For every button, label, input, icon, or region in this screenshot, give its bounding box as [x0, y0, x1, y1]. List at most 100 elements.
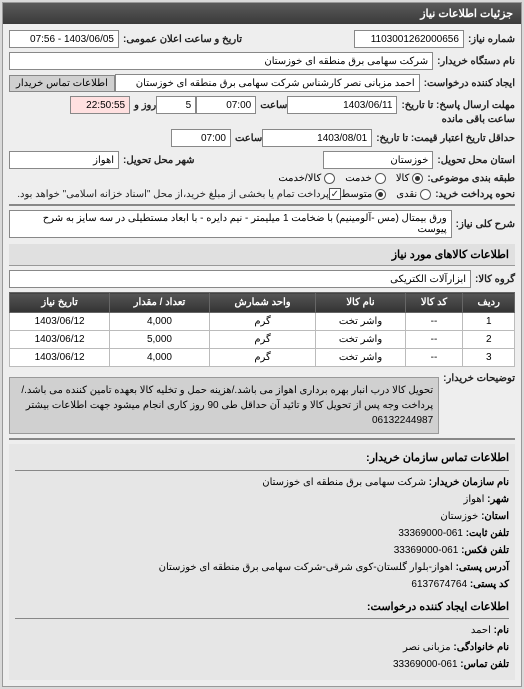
- radio-mid[interactable]: متوسط: [341, 189, 386, 200]
- deadline-time-label: ساعت: [260, 100, 287, 111]
- deadline-label: مهلت ارسال پاسخ: تا تاریخ:: [401, 100, 515, 111]
- table-header-cell: نام کالا: [316, 293, 405, 313]
- radio-mid-label: متوسط: [341, 189, 372, 200]
- tel-value: 061-33369000: [393, 659, 458, 670]
- need-title-label: شرح کلی نیاز:: [456, 219, 515, 230]
- radio-service-label: خدمت: [345, 173, 372, 184]
- radio-goods-label: کالا: [396, 173, 410, 184]
- table-cell: 4,000: [110, 313, 210, 331]
- radio-cash[interactable]: نقدی: [396, 189, 431, 200]
- zip-value: 6137674764: [411, 579, 467, 590]
- radio-dot-icon: [375, 189, 386, 200]
- receipt-radio-group: نقدی متوسط: [341, 189, 431, 200]
- name-value: احمد: [471, 625, 491, 636]
- phone-label: تلفن ثابت:: [466, 528, 509, 539]
- package-label: طبقه بندی موضوعی:: [427, 173, 515, 184]
- radio-dot-icon: [412, 173, 423, 184]
- contact-section: اطلاعات تماس سازمان خریدار: نام سازمان خ…: [9, 444, 515, 680]
- table-cell: واشر تخت: [316, 331, 405, 349]
- family-label: نام خانوادگی:: [453, 642, 509, 653]
- table-header-cell: تعداد / مقدار: [110, 293, 210, 313]
- receipt-label: نحوه پرداخت خرید:: [435, 189, 515, 200]
- table-cell: گرم: [209, 313, 316, 331]
- need-title-field: ورق بیمتال (مس -آلومینیم) با ضخامت 1 میل…: [9, 210, 452, 238]
- goods-table: ردیفکد کالانام کالاواحد شمارشتعداد / مقد…: [9, 292, 515, 367]
- validity-time-label: ساعت: [235, 133, 262, 144]
- goods-section-title: اطلاعات کالاهای مورد نیاز: [9, 244, 515, 266]
- package-radio-group: کالا خدمت کالا/خدمت: [278, 173, 423, 184]
- validity-label: حداقل تاریخ اعتبار قیمت: تا تاریخ:: [376, 133, 515, 144]
- table-header-cell: ردیف: [463, 293, 515, 313]
- contact-section-title: اطلاعات تماس سازمان خریدار:: [15, 450, 509, 471]
- c-province-label: استان:: [481, 511, 509, 522]
- table-cell: 3: [463, 349, 515, 367]
- deadline-time-field: 07:00: [196, 96, 256, 114]
- table-cell: واشر تخت: [316, 349, 405, 367]
- table-cell: 1403/06/12: [10, 349, 110, 367]
- buyer-field: شرکت سهامی برق منطقه ای خوزستان: [9, 52, 433, 70]
- province-field: خوزستان: [323, 151, 433, 169]
- table-header-row: ردیفکد کالانام کالاواحد شمارشتعداد / مقد…: [10, 293, 515, 313]
- table-row[interactable]: 1--واشر تختگرم4,0001403/06/12: [10, 313, 515, 331]
- zip-label: کد پستی:: [470, 579, 509, 590]
- city-label: شهر محل تحویل:: [123, 155, 195, 166]
- family-value: مزبانی نصر: [403, 642, 451, 653]
- group-label: گروه کالا:: [475, 274, 515, 285]
- fax-label: تلفن فکس:: [461, 545, 509, 556]
- group-field: ابزارآلات الکتریکی: [9, 270, 471, 288]
- table-cell: گرم: [209, 349, 316, 367]
- fax-value: 061-33369000: [394, 545, 459, 556]
- radio-dot-icon: [420, 189, 431, 200]
- table-cell: 1403/06/12: [10, 313, 110, 331]
- table-row[interactable]: 2--واشر تختگرم5,0001403/06/12: [10, 331, 515, 349]
- buyer-label: نام دستگاه خریدار:: [437, 56, 515, 67]
- remaining-field: 22:50:55: [70, 96, 130, 114]
- phone-value: 061-33369000: [398, 528, 463, 539]
- panel-body: شماره نیاز: 1103001262000656 تاریخ و ساع…: [3, 24, 521, 686]
- table-row[interactable]: 3--واشر تختگرم4,0001403/06/12: [10, 349, 515, 367]
- table-cell: واشر تخت: [316, 313, 405, 331]
- announce-field: 1403/06/05 - 07:56: [9, 30, 119, 48]
- validity-date-field: 1403/08/01: [262, 129, 372, 147]
- table-cell: --: [405, 313, 463, 331]
- remain-label: ساعت باقی مانده: [442, 114, 515, 125]
- radio-goods[interactable]: کالا: [396, 173, 424, 184]
- province-label: استان محل تحویل:: [437, 155, 515, 166]
- requester-field: احمد مزبانی نصر کارشناس شرکت سهامی برق م…: [115, 74, 420, 92]
- radio-both-label: کالا/خدمت: [278, 173, 321, 184]
- name-label: نام:: [494, 625, 509, 636]
- req-no-label: شماره نیاز:: [468, 34, 515, 45]
- c-city-label: شهر:: [487, 494, 509, 505]
- table-header-cell: تاریخ نیاز: [10, 293, 110, 313]
- creator-section-title: اطلاعات ایجاد کننده درخواست:: [15, 599, 509, 620]
- table-cell: --: [405, 349, 463, 367]
- table-header-cell: کد کالا: [405, 293, 463, 313]
- buyer-desc-text: تحویل کالا درب انبار بهره برداری اهواز م…: [9, 377, 439, 434]
- note-checkbox[interactable]: [329, 188, 341, 200]
- table-cell: 4,000: [110, 349, 210, 367]
- req-no-field: 1103001262000656: [354, 30, 464, 48]
- panel-title: جزئیات اطلاعات نیاز: [3, 3, 521, 24]
- table-cell: --: [405, 331, 463, 349]
- radio-dot-icon: [375, 173, 386, 184]
- contact-info-button[interactable]: اطلاعات تماس خریدار: [9, 75, 115, 92]
- org-label: نام سازمان خریدار:: [429, 477, 509, 488]
- table-cell: 1: [463, 313, 515, 331]
- radio-service[interactable]: خدمت: [345, 173, 386, 184]
- table-cell: 5,000: [110, 331, 210, 349]
- radio-dot-icon: [324, 173, 335, 184]
- city-field: اهواز: [9, 151, 119, 169]
- payment-note: پرداخت تمام یا بخشی از مبلغ خرید،از محل …: [17, 189, 329, 200]
- radio-both[interactable]: کالا/خدمت: [278, 173, 335, 184]
- table-cell: 1403/06/12: [10, 331, 110, 349]
- days-field: 5: [156, 96, 196, 114]
- addr-label: آدرس پستی:: [456, 562, 509, 573]
- c-province-value: خوزستان: [440, 511, 478, 522]
- details-panel: جزئیات اطلاعات نیاز شماره نیاز: 11030012…: [2, 2, 522, 687]
- table-cell: 2: [463, 331, 515, 349]
- requester-label: ایجاد کننده درخواست:: [424, 78, 515, 89]
- tel-label: تلفن تماس:: [460, 659, 509, 670]
- addr-value: اهواز-بلوار گلستان-کوی شرقی-شرکت سهامی ب…: [159, 562, 453, 573]
- announce-label: تاریخ و ساعت اعلان عمومی:: [123, 34, 242, 45]
- table-header-cell: واحد شمارش: [209, 293, 316, 313]
